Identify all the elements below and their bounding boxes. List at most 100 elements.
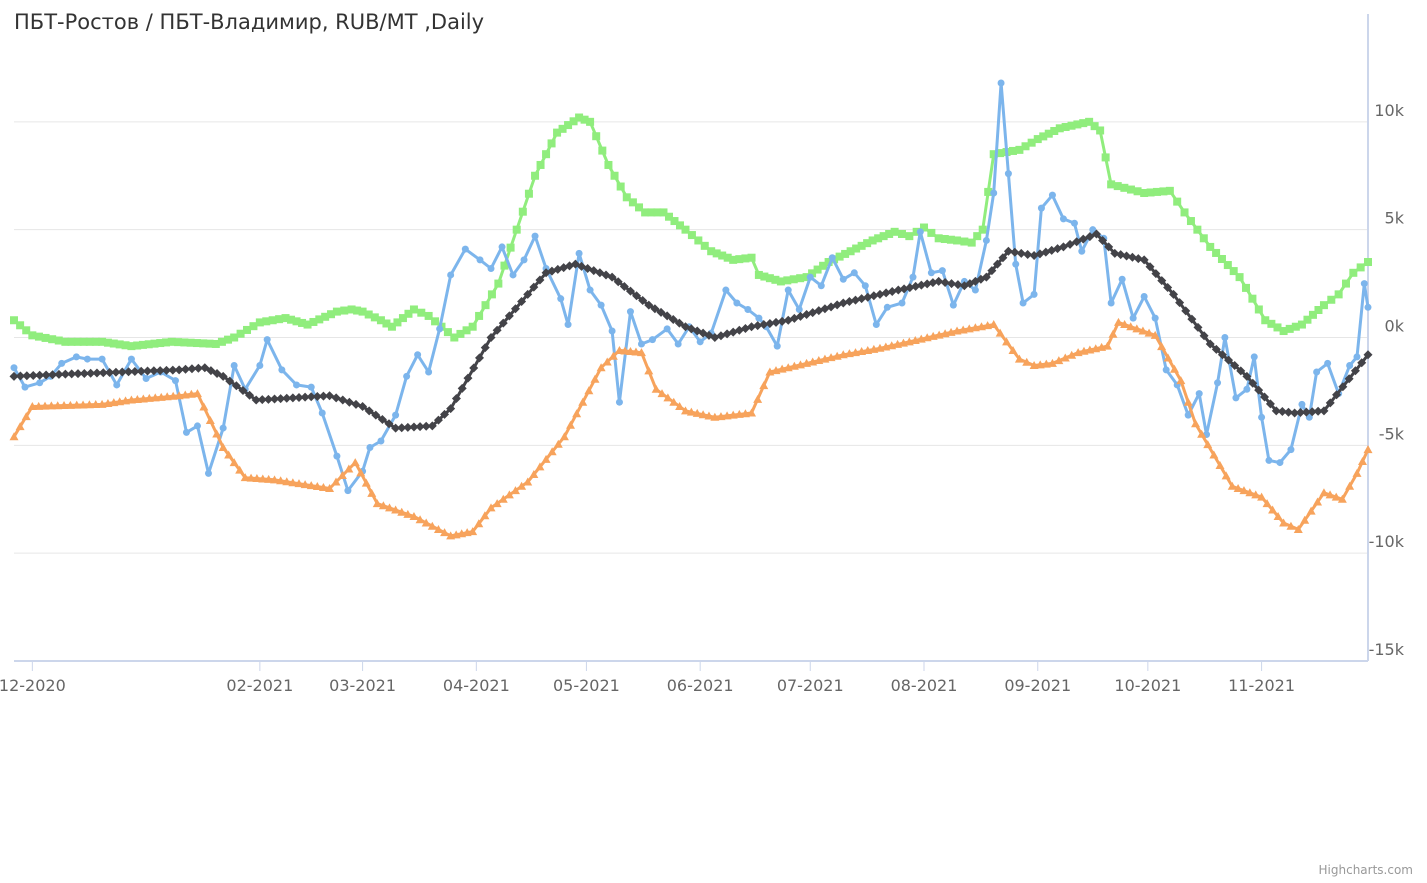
data-point [1239,486,1249,495]
data-point [10,364,18,372]
data-point [1041,359,1051,368]
data-point [1235,273,1244,282]
data-point [1035,360,1045,369]
data-point [150,339,159,348]
data-point [1120,320,1130,329]
y-tick-label: 10k [1374,101,1404,120]
data-point [186,338,195,347]
data-point [614,345,624,354]
data-point [1079,119,1088,128]
data-point [456,329,465,338]
data-point [747,253,756,262]
data-point [10,316,18,325]
data-point [1113,182,1122,191]
data-point [219,424,227,432]
data-point [669,397,679,406]
data-point [72,400,82,409]
data-point [1319,406,1329,416]
data-point [1078,247,1086,255]
data-point [443,328,452,337]
data-point [98,355,106,363]
data-point [1008,146,1017,155]
data-point [776,277,785,286]
data-point [569,117,578,126]
data-point [294,479,304,488]
x-tick-label: 03-2021 [329,676,396,695]
data-point [650,304,660,314]
data-point [1050,126,1059,135]
data-point [1261,316,1270,325]
data-point [1314,306,1323,315]
data-point [1319,488,1329,497]
data-point [559,432,569,441]
data-point [398,314,407,323]
data-point [1331,492,1341,501]
data-point [451,394,461,404]
data-point [1065,239,1075,249]
series-triangle [9,317,1373,540]
data-point [1221,334,1229,341]
data-point [61,337,70,346]
data-point [307,383,315,391]
data-point [278,366,286,374]
data-point [1279,327,1288,336]
data-point [312,482,322,491]
data-point [851,295,861,305]
data-point [789,275,798,284]
data-point [187,364,197,374]
data-point [783,276,792,285]
data-point [382,319,391,328]
series-circle [10,79,1372,495]
data-point [393,318,402,327]
data-point [712,249,721,258]
x-tick-label: 12-2020 [0,676,66,695]
data-point [850,269,858,277]
data-point [981,272,991,282]
data-point [417,308,426,317]
data-point [1120,183,1129,192]
data-point [1157,276,1167,286]
data-point [575,113,584,122]
data-point [692,408,702,417]
data-point [755,314,763,322]
data-point [905,232,914,241]
data-point [1313,368,1321,376]
data-point [953,236,962,245]
data-point [905,283,915,293]
data-point [230,362,238,370]
data-point [547,139,556,148]
data-point [1197,429,1207,438]
data-point [1254,305,1263,314]
data-point [835,252,844,261]
data-point [1055,124,1064,133]
data-point [40,401,50,410]
data-point [1048,191,1056,199]
data-point [728,410,738,419]
data-point [276,394,286,404]
data-point [205,416,215,425]
data-point [79,337,88,346]
data-point [21,383,29,391]
data-point [547,447,557,456]
data-point [566,420,576,429]
data-point [773,342,781,350]
data-point [1297,320,1306,329]
data-point [615,398,623,406]
data-point [973,232,982,241]
data-point [1044,129,1053,138]
x-tick-label: 05-2021 [553,676,620,695]
data-point [636,348,646,357]
data-point [156,339,165,348]
data-point [644,366,654,375]
data-point [72,353,80,361]
data-point [912,227,921,236]
data-point [718,251,727,260]
credits-link[interactable]: Highcharts.com [1318,863,1413,877]
data-point [861,282,869,290]
data-point [384,503,394,512]
data-point [971,286,979,294]
series-diamond [9,229,1373,433]
data-point [48,335,57,344]
data-point [436,325,444,333]
data-point [397,423,407,433]
